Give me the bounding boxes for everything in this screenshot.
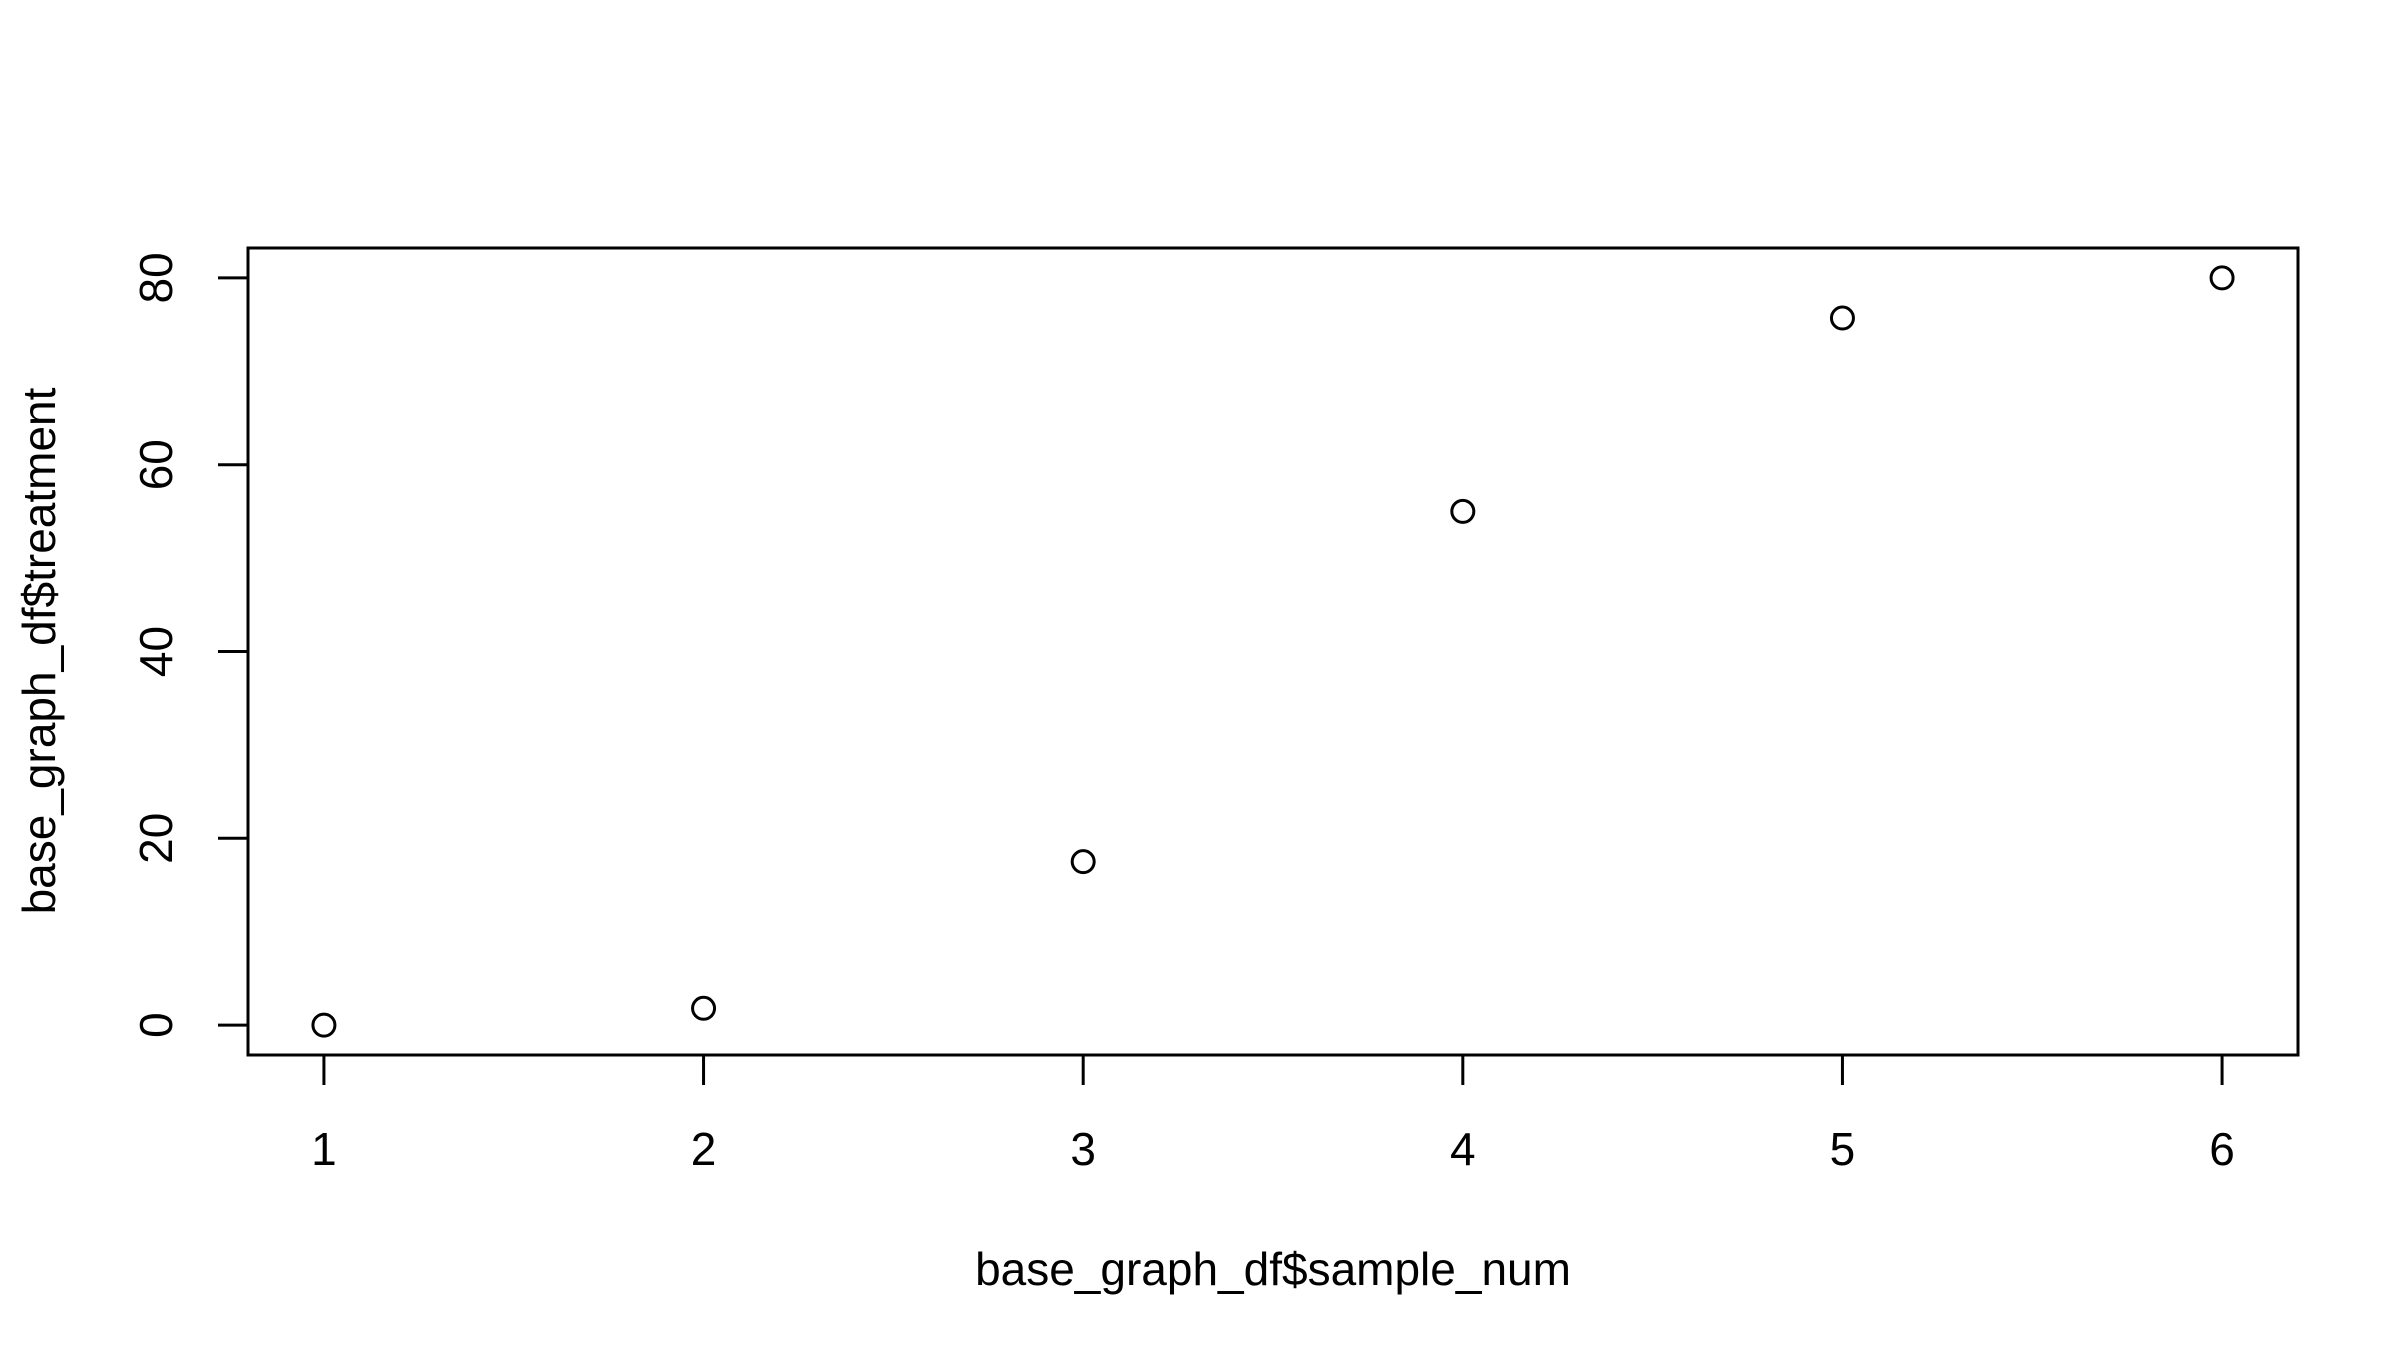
x-axis-title: base_graph_df$sample_num <box>975 1243 1571 1295</box>
x-tick-label: 2 <box>691 1123 717 1175</box>
x-tick-label: 6 <box>2209 1123 2235 1175</box>
data-point <box>1070 849 1096 875</box>
data-point <box>2209 265 2235 291</box>
y-tick-label: 60 <box>130 439 182 490</box>
data-point <box>1829 305 1855 331</box>
x-tick-label: 5 <box>1830 1123 1856 1175</box>
y-tick-label: 0 <box>130 1012 182 1038</box>
plot-frame <box>246 246 2300 1057</box>
y-axis-title: base_graph_df$treatment <box>13 387 65 914</box>
x-tick-label: 4 <box>1450 1123 1476 1175</box>
data-point <box>691 995 717 1021</box>
x-tick-label: 3 <box>1070 1123 1096 1175</box>
y-tick-label: 80 <box>130 252 182 303</box>
data-points <box>311 265 2235 1038</box>
data-point <box>1450 498 1476 524</box>
y-tick-label: 40 <box>130 626 182 677</box>
y-tick-label: 20 <box>130 813 182 864</box>
data-point <box>311 1012 337 1038</box>
y-axis: 0 20 40 60 80 <box>130 252 250 1038</box>
x-tick-label: 1 <box>311 1123 337 1175</box>
x-axis: 1 2 3 4 5 6 <box>311 1053 2235 1175</box>
